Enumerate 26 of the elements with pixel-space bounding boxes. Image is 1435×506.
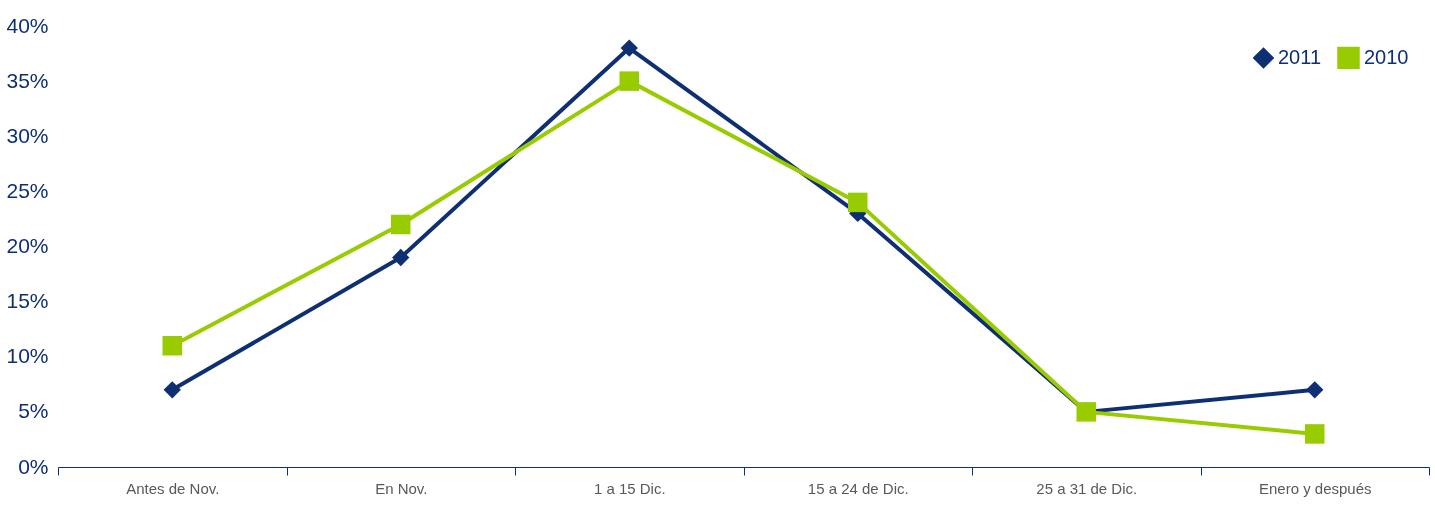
- y-tick-label: 10%: [6, 344, 49, 368]
- y-tick-label: 40%: [6, 13, 49, 37]
- point: [848, 192, 868, 213]
- y-tick-label: 20%: [6, 234, 49, 257]
- point: [619, 71, 639, 91]
- y-tick-label: 25%: [6, 178, 49, 202]
- x-tick-label: En Nov.: [375, 479, 428, 497]
- y-tick-label: 15%: [6, 289, 49, 313]
- x-tick-label: 15 a 24 de Dic.: [807, 479, 909, 497]
- legend-label: 2011: [1278, 45, 1322, 68]
- legend-label: 2010: [1364, 45, 1409, 68]
- point: [391, 214, 411, 235]
- y-tick-label: 30%: [6, 123, 49, 147]
- point: [163, 381, 181, 399]
- point: [162, 335, 182, 356]
- x-tick-label: 25 a 31 de Dic.: [1036, 479, 1138, 497]
- x-tick-label: 1 a 15 Dic.: [593, 479, 666, 497]
- point: [1306, 381, 1324, 399]
- point: [620, 39, 638, 57]
- point: [1305, 424, 1325, 444]
- point: [392, 248, 410, 267]
- y-tick-label: 35%: [6, 68, 49, 92]
- x-tick-label: Enero y después: [1258, 479, 1372, 497]
- x-tick-label: Antes de Nov.: [126, 479, 220, 497]
- y-tick-label: 5%: [18, 399, 49, 423]
- y-tick-label: 0%: [18, 454, 49, 478]
